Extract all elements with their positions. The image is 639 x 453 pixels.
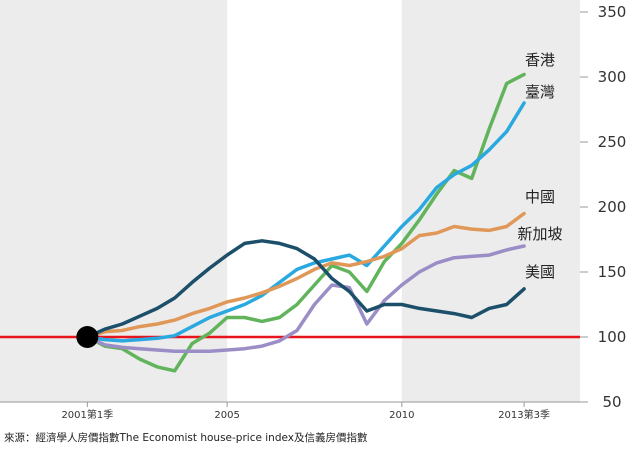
x-tick-label: 2010 (389, 410, 414, 421)
series-line (85, 101, 526, 343)
series-line (85, 244, 526, 354)
series-label: 美國 (525, 263, 555, 281)
y-tick-label: 150 (598, 263, 627, 281)
y-tick-label: 100 (598, 328, 627, 346)
series-line (85, 211, 526, 339)
series-label: 新加坡 (517, 225, 562, 243)
y-tick-label: 200 (598, 198, 627, 216)
x-tick-label: 2013第3季 (498, 408, 550, 421)
series-label: 香港 (525, 51, 555, 69)
source-note: 來源：經濟學人房價指數The Economist house-price ind… (4, 431, 368, 444)
x-tick-label: 2005 (214, 410, 239, 421)
series-label: 中國 (525, 188, 555, 206)
series-label: 臺灣 (525, 83, 555, 101)
y-tick-label: 250 (598, 133, 627, 151)
y-tick-label: 350 (598, 3, 627, 21)
series-line (85, 239, 526, 339)
y-tick-label: 50 (602, 393, 621, 411)
x-tick-label: 2001第1季 (61, 408, 113, 421)
shaded-band (0, 0, 228, 402)
base-point (76, 326, 99, 348)
y-tick-label: 300 (598, 68, 627, 86)
